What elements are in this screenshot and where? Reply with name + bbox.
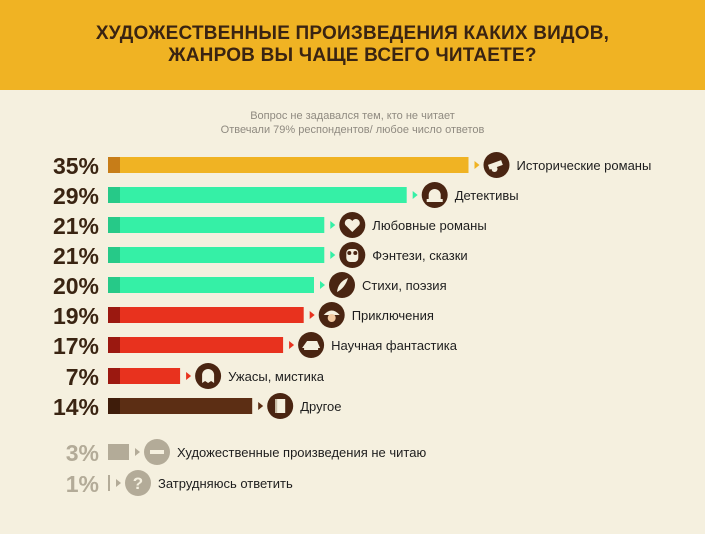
bar <box>108 157 469 173</box>
bar-cap <box>108 307 120 323</box>
value-label: 21% <box>53 243 99 269</box>
bar <box>108 187 407 203</box>
bar <box>108 217 325 233</box>
chart-header: ХУДОЖЕСТВЕННЫЕ ПРОИЗВЕДЕНИЯ КАКИХ ВИДОВ,… <box>0 0 705 90</box>
arrow-marker <box>309 311 315 319</box>
value-label: 29% <box>53 183 99 209</box>
bar <box>108 277 314 293</box>
owl-icon <box>339 242 366 268</box>
bar-row: 7% Ужасы, мистика <box>66 363 325 390</box>
category-label: Научная фантастика <box>331 338 458 353</box>
bar-cap <box>108 277 120 293</box>
arrow-marker <box>135 448 140 456</box>
bar-row: 17% Научная фантастика <box>53 332 458 359</box>
category-label: Затрудняюсь ответить <box>158 476 293 491</box>
quill-icon <box>329 272 355 298</box>
category-label: Стихи, поэзия <box>362 278 447 293</box>
cannon-icon <box>483 152 510 178</box>
category-label: Ужасы, мистика <box>228 369 325 384</box>
arrow-marker <box>330 221 336 229</box>
arrow-marker <box>186 372 192 380</box>
bar-cap <box>108 157 120 173</box>
chart-title-line2: ЖАНРОВ ВЫ ЧАЩЕ ВСЕГО ЧИТАЕТЕ? <box>168 45 537 66</box>
value-label: 1% <box>66 471 99 497</box>
value-label: 21% <box>53 213 99 239</box>
subtitle-line2: Отвечали 79% респондентов/ любое число о… <box>220 124 485 136</box>
heart-icon <box>339 212 366 238</box>
bar-row: 35% Исторические романы <box>53 152 651 179</box>
bar-cap <box>108 217 120 233</box>
arrow-marker <box>258 402 264 410</box>
category-label: Другое <box>300 399 341 414</box>
value-label: 19% <box>53 303 99 329</box>
ghost-icon <box>195 363 222 389</box>
bar <box>108 475 110 491</box>
category-label: Приключения <box>352 308 434 323</box>
arrow-marker <box>412 191 418 199</box>
arrow-marker <box>289 341 295 349</box>
bar <box>108 444 129 460</box>
bar-row: 21% Любовные романы <box>53 212 487 239</box>
category-label: Любовные романы <box>372 218 486 233</box>
value-label: 20% <box>53 273 99 299</box>
siren-icon <box>421 182 448 208</box>
arrow-marker <box>320 281 325 289</box>
bar-cap <box>108 368 120 384</box>
bar-cap <box>108 337 120 353</box>
value-label: 35% <box>53 153 99 179</box>
category-label: Исторические романы <box>517 158 652 173</box>
arrow-marker <box>116 479 121 487</box>
no-entry-icon <box>144 439 170 465</box>
bar <box>108 398 253 414</box>
value-label: 7% <box>66 364 99 390</box>
bar <box>108 247 325 263</box>
value-label: 17% <box>53 333 99 359</box>
category-label: Художественные произведения не читаю <box>177 445 426 460</box>
pirate-icon <box>318 302 345 328</box>
bar <box>108 337 284 353</box>
bar-cap <box>108 398 120 414</box>
bar <box>108 307 304 323</box>
bar-cap <box>108 187 120 203</box>
spaceship-icon <box>298 332 325 358</box>
value-label: 14% <box>53 394 99 420</box>
question-icon: ? <box>125 470 151 496</box>
bar-row: 19% Приключения <box>53 302 434 329</box>
arrow-marker <box>330 251 336 259</box>
category-label: Фэнтези, сказки <box>372 248 467 263</box>
bar-row: 1%? Затрудняюсь ответить <box>66 470 293 497</box>
value-label: 3% <box>66 440 99 466</box>
category-label: Детективы <box>455 188 519 203</box>
bar-cap <box>108 247 120 263</box>
book-icon <box>267 393 294 419</box>
bar <box>108 368 181 384</box>
bar-row: 20% Стихи, поэзия <box>53 272 447 299</box>
subtitle-line1: Вопрос не задавался тем, кто не читает <box>250 110 455 122</box>
bar-row: 21% Фэнтези, сказки <box>53 242 468 269</box>
chart-title-line1: ХУДОЖЕСТВЕННЫЕ ПРОИЗВЕДЕНИЯ КАКИХ ВИДОВ, <box>95 23 610 44</box>
arrow-marker <box>474 161 480 169</box>
svg-text:?: ? <box>133 474 143 493</box>
bar-row: 14% Другое <box>53 393 342 420</box>
bar-row: 29% Детективы <box>53 182 519 209</box>
bar-row: 3% Художественные произведения не читаю <box>66 439 426 466</box>
